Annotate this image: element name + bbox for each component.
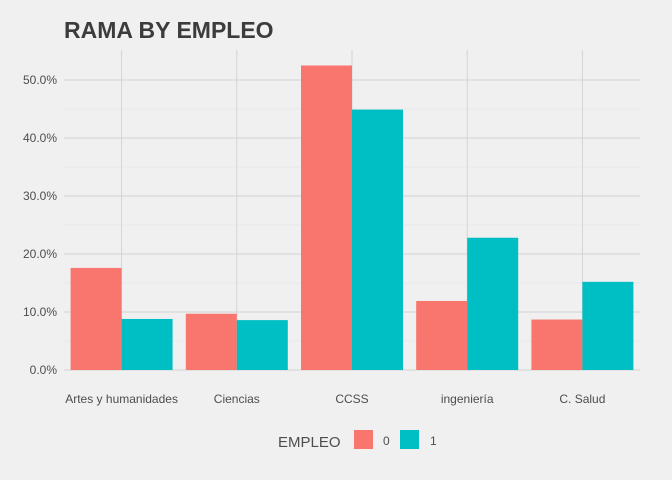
bar-0-2: [185, 313, 237, 370]
x-tick-label: Ciencias: [214, 392, 260, 406]
bar-0-4: [416, 300, 468, 370]
y-tick-label: 20.0%: [23, 247, 57, 261]
legend-swatch-0: [354, 430, 373, 449]
x-tick-label: CCSS: [335, 392, 368, 406]
bars: [70, 65, 634, 370]
bar-1-5: [582, 281, 634, 370]
bar-0-1: [70, 267, 122, 370]
legend-swatch-1: [400, 430, 419, 449]
x-tick-label: Artes y humanidades: [65, 392, 178, 406]
y-tick-label: 30.0%: [23, 189, 57, 203]
bar-1-2: [236, 320, 288, 370]
bar-0-3: [301, 65, 352, 370]
y-tick-label: 40.0%: [23, 131, 57, 145]
bar-0-5: [531, 319, 583, 370]
y-axis-ticks: 0.0% 10.0% 20.0% 30.0% 40.0% 50.0%: [23, 73, 57, 377]
legend-label-1: 1: [430, 434, 437, 448]
legend-label-0: 0: [383, 434, 390, 448]
x-tick-label: C. Salud: [559, 392, 605, 406]
chart-title: RAMA BY EMPLEO: [64, 17, 274, 43]
y-tick-label: 0.0%: [30, 363, 58, 377]
legend-title: EMPLEO: [278, 434, 341, 451]
bar-1-4: [467, 237, 519, 370]
bar-1-3: [352, 109, 403, 370]
y-tick-label: 50.0%: [23, 73, 57, 87]
y-tick-label: 10.0%: [23, 305, 57, 319]
x-tick-label: ingeniería: [441, 392, 494, 406]
legend: EMPLEO 0 1: [278, 430, 437, 451]
bar-1-1: [121, 318, 173, 370]
x-axis-ticks: Artes y humanidades Ciencias CCSS ingenierí…: [65, 392, 605, 406]
